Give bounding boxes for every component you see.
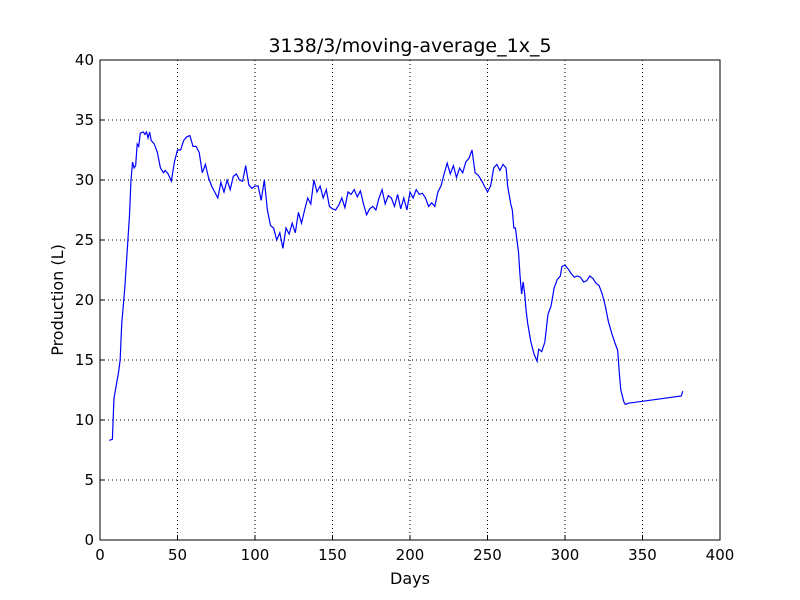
- y-tick-label: 5: [84, 471, 94, 489]
- x-tick-label: 0: [95, 546, 105, 564]
- y-tick-label: 20: [75, 291, 94, 309]
- chart-title: 3138/3/moving-average_1x_5: [268, 35, 551, 57]
- x-tick-label: 100: [241, 546, 270, 564]
- x-axis-label: Days: [390, 569, 430, 588]
- y-tick-label: 10: [75, 411, 94, 429]
- x-tick-label: 200: [396, 546, 425, 564]
- x-tick-label: 400: [706, 546, 735, 564]
- y-tick-label: 35: [75, 111, 94, 129]
- y-tick-label: 0: [84, 531, 94, 549]
- y-axis-label: Production (L): [48, 244, 67, 356]
- x-tick-label: 50: [168, 546, 187, 564]
- line: [109, 130, 684, 441]
- y-tick-label: 40: [75, 51, 94, 69]
- y-tick-label: 25: [75, 231, 94, 249]
- x-tick-label: 350: [628, 546, 657, 564]
- y-tick-label: 15: [75, 351, 94, 369]
- plot-frame: [99, 59, 721, 541]
- x-tick-label: 300: [551, 546, 580, 564]
- x-tick-label: 150: [318, 546, 347, 564]
- x-tick-label: 250: [473, 546, 502, 564]
- y-tick-label: 30: [75, 171, 94, 189]
